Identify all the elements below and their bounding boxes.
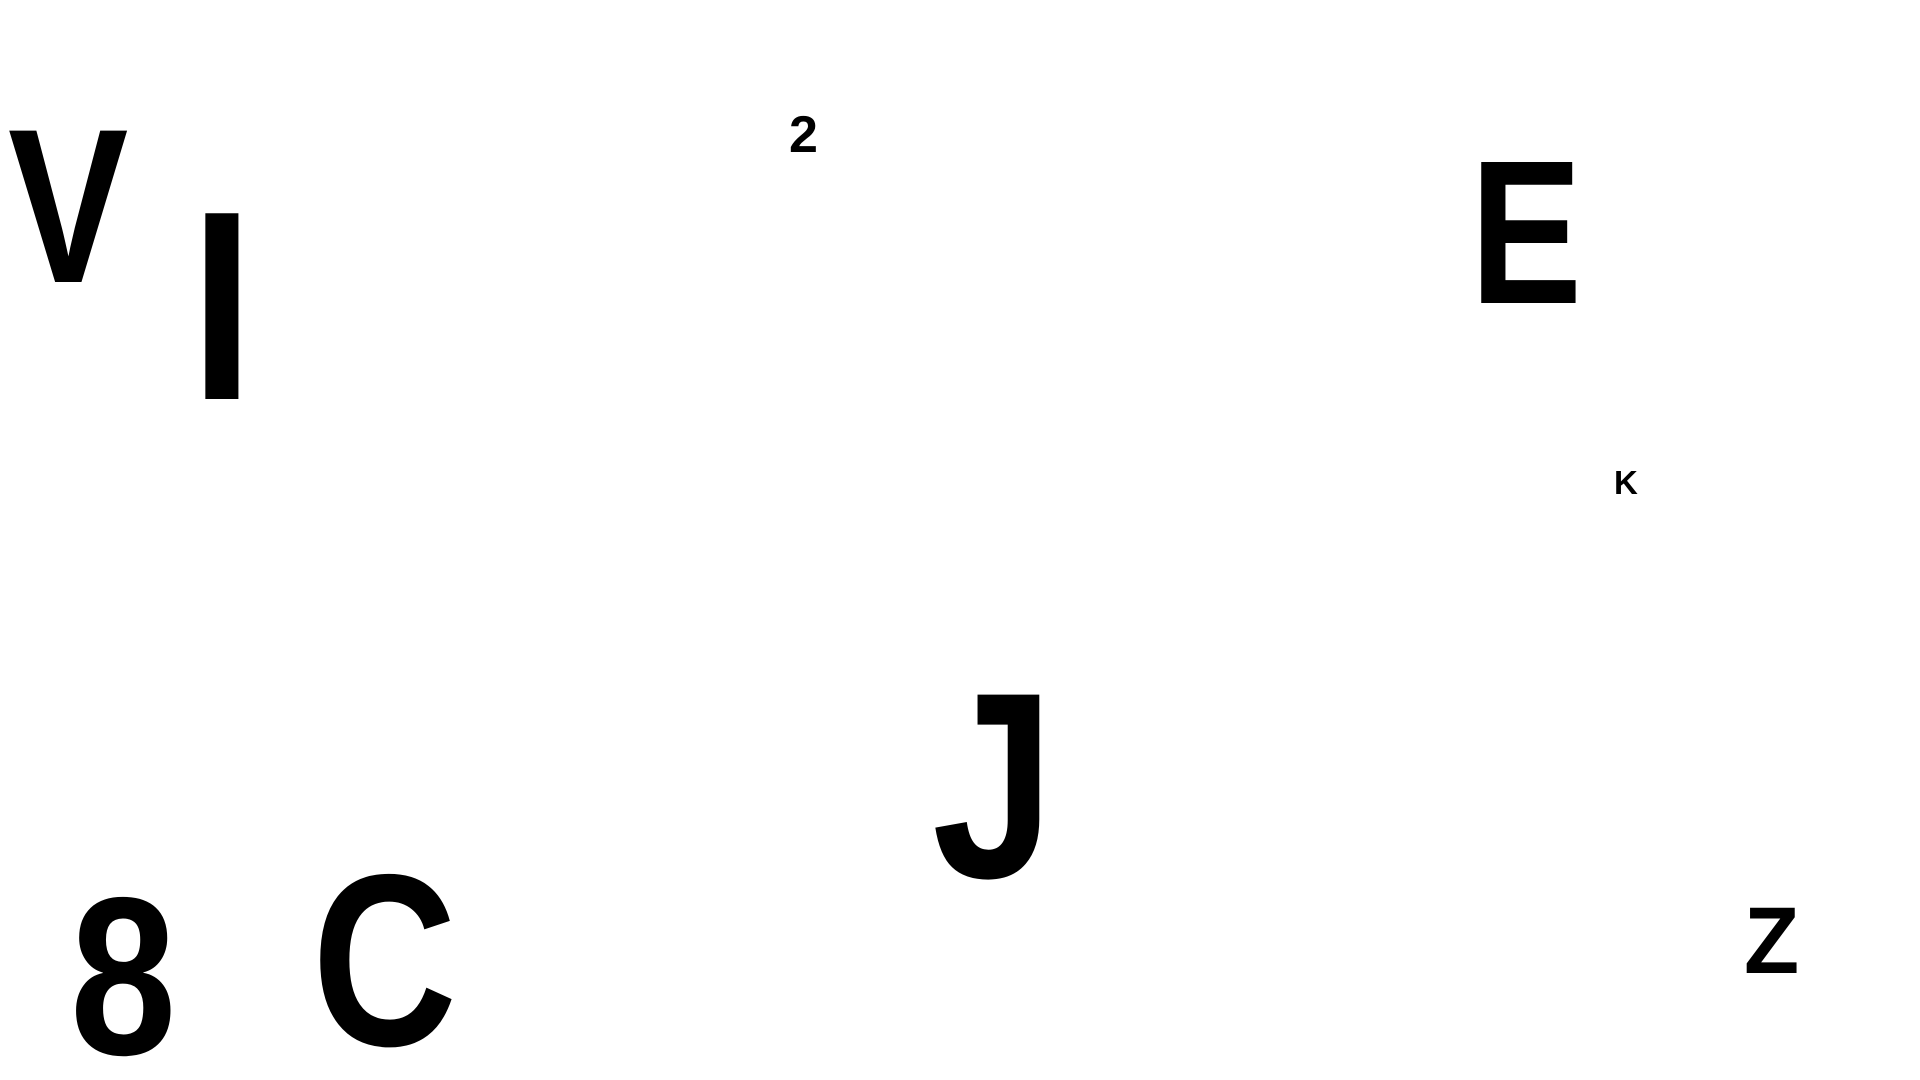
glyph-j: J [932,638,1055,934]
glyph-c: C [312,823,458,1080]
glyph-k: K [1614,464,1638,501]
glyph-z: Z [1744,888,1800,994]
glyph-v: V [8,83,129,329]
glyph-eight: 8 [70,850,177,1080]
glyph-e: E [1470,118,1583,347]
glyph-i: I [190,156,254,457]
glyph-two: 2 [789,106,818,164]
